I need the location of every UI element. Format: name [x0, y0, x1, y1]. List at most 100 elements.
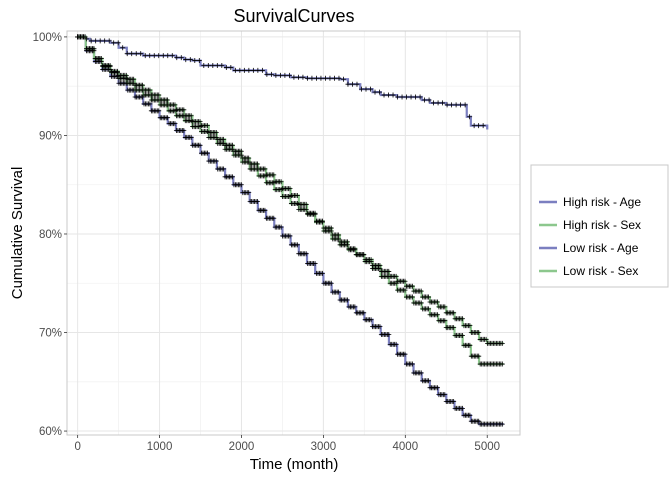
censor-mark	[431, 100, 437, 106]
censor-mark	[219, 62, 225, 68]
censor-mark	[368, 317, 374, 323]
censor-mark	[408, 94, 414, 100]
censor-mark	[453, 102, 459, 108]
censor-mark	[277, 72, 283, 78]
censor-mark	[390, 92, 396, 98]
censor-mark	[458, 102, 464, 108]
censor-mark	[286, 72, 292, 78]
censor-mark	[111, 40, 117, 46]
legend-label: High risk - Sex	[563, 218, 641, 232]
censor-mark	[213, 158, 219, 164]
censor-mark	[471, 123, 477, 129]
censor-mark	[255, 166, 261, 172]
censor-mark	[188, 118, 194, 124]
censor-mark	[434, 385, 440, 391]
censor-mark	[340, 76, 346, 82]
censor-mark	[147, 92, 153, 98]
censor-mark	[271, 215, 277, 221]
censor-mark	[123, 75, 129, 81]
censor-mark	[97, 38, 103, 44]
censor-mark	[237, 67, 243, 73]
legend-label: Low risk - Sex	[563, 264, 638, 278]
censor-mark	[386, 92, 392, 98]
censor-mark	[156, 53, 162, 59]
censor-mark	[183, 57, 189, 63]
censor-mark	[197, 142, 203, 148]
censor-mark	[368, 86, 374, 92]
censor-mark	[480, 123, 486, 129]
censor-mark	[409, 283, 415, 289]
censor-mark	[304, 75, 310, 81]
legend: High risk - Age High risk - Sex Low risk -…	[530, 164, 669, 288]
censor-mark	[417, 94, 423, 100]
censor-marks-3	[75, 34, 505, 367]
censor-mark	[377, 265, 383, 271]
censor-mark	[303, 201, 309, 207]
censor-mark	[459, 316, 465, 322]
censor-mark	[386, 331, 392, 337]
censor-mark	[467, 342, 473, 348]
censor-mark	[147, 53, 153, 59]
censor-mark	[287, 233, 293, 239]
censor-mark	[172, 121, 178, 127]
censor-mark	[483, 336, 489, 342]
censor-mark	[377, 89, 383, 95]
y-axis: 60% 70% 80% 90% 100%	[33, 32, 67, 438]
censor-mark	[210, 62, 216, 68]
censor-mark	[418, 288, 424, 294]
censor-mark	[312, 261, 318, 267]
censor-mark	[181, 128, 187, 134]
censor-mark	[273, 72, 279, 78]
y-tick-label: 70%	[39, 328, 62, 340]
y-tick-label: 80%	[39, 229, 62, 241]
censor-mark	[221, 140, 227, 146]
x-axis-title: Time (month)	[250, 456, 339, 473]
censor-mark	[91, 46, 97, 52]
censor-mark	[82, 34, 88, 40]
censor-mark	[409, 294, 415, 300]
censor-mark	[287, 186, 293, 192]
y-tick-label: 100%	[33, 32, 62, 44]
censor-mark	[213, 129, 219, 135]
censor-mark	[444, 102, 450, 108]
censor-mark	[344, 297, 350, 303]
censor-mark	[228, 64, 234, 70]
censor-mark	[459, 332, 465, 338]
censor-mark	[246, 159, 252, 165]
censor-mark	[229, 146, 235, 152]
censor-mark	[131, 80, 137, 86]
censor-mark	[271, 172, 277, 178]
censor-mark	[413, 94, 419, 100]
censor-mark	[294, 193, 300, 199]
y-tick-label: 90%	[39, 130, 62, 142]
censor-mark	[204, 150, 210, 156]
censor-mark	[213, 134, 219, 140]
censor-mark	[328, 225, 334, 231]
censor-mark	[262, 173, 268, 179]
censor-mark	[294, 242, 300, 248]
censor-mark	[402, 278, 408, 284]
censor-mark	[140, 87, 146, 93]
censor-mark	[303, 206, 309, 212]
censor-mark	[442, 392, 448, 398]
censor-mark	[114, 69, 120, 75]
censor-mark	[271, 180, 277, 186]
censor-mark	[151, 53, 157, 59]
x-tick-label: 5000	[474, 441, 500, 453]
censor-mark	[467, 114, 473, 120]
censor-mark	[451, 310, 457, 316]
censor-mark	[467, 412, 473, 418]
censor-mark	[361, 252, 367, 258]
censor-mark	[434, 312, 440, 318]
censor-mark	[238, 152, 244, 158]
censor-mark	[124, 51, 130, 57]
censor-mark	[140, 82, 146, 88]
censor-mark	[322, 75, 328, 81]
censor-mark	[138, 51, 144, 57]
censor-mark	[368, 259, 374, 265]
censor-mark	[435, 100, 441, 106]
censor-mark	[165, 115, 171, 121]
censor-mark	[156, 92, 162, 98]
censor-mark	[165, 53, 171, 59]
censor-mark	[476, 123, 482, 129]
